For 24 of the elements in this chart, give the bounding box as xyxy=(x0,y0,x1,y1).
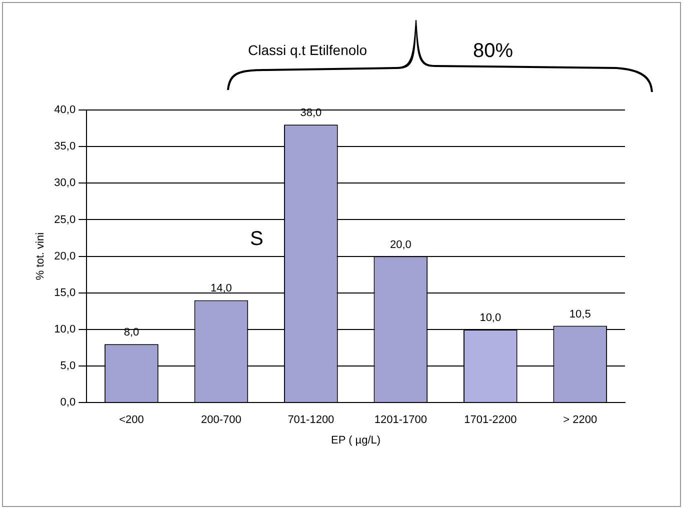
y-tick-label: 35,0 xyxy=(54,140,76,153)
annotation: S xyxy=(250,228,264,251)
y-tick-label: 5,0 xyxy=(60,360,76,372)
y-tick-label: 25,0 xyxy=(54,214,76,226)
data-label: 10,5 xyxy=(569,308,591,320)
y-axis-title: % tot. vini xyxy=(34,232,47,280)
data-label: 10,0 xyxy=(480,312,502,324)
x-tick-label: 1201-1700 xyxy=(374,414,427,426)
y-tick-label: 20,0 xyxy=(54,250,76,262)
x-tick-label: 200-700 xyxy=(201,414,242,426)
y-tick-label: 40,0 xyxy=(54,104,76,116)
x-tick-label: > 2200 xyxy=(563,414,598,426)
x-axis-title: EP ( µg/L) xyxy=(331,434,381,446)
text: 80% xyxy=(473,40,514,63)
y-tick-label: 0,0 xyxy=(60,396,76,409)
y-tick-label: 30,0 xyxy=(54,177,76,190)
data-label: 20,0 xyxy=(390,238,412,251)
x-tick-label: <200 xyxy=(119,414,144,426)
y-tick-label: 10,0 xyxy=(54,323,76,336)
chart-title: Classi q.t Etilfenolo xyxy=(248,42,368,58)
x-tick-label: 701-1200 xyxy=(288,414,334,426)
x-tick-label: 1701-2200 xyxy=(464,414,517,426)
y-tick-label: 15,0 xyxy=(54,286,76,299)
data-label: 14,0 xyxy=(210,282,232,295)
